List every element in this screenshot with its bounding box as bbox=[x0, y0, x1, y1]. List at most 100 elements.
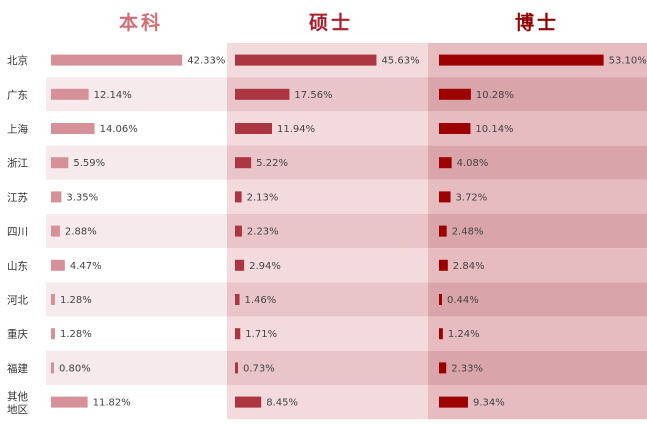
bar-3-5 bbox=[439, 191, 451, 203]
bar-1-7 bbox=[51, 259, 65, 271]
band-2-row-7 bbox=[227, 248, 428, 283]
bar-3-1 bbox=[439, 54, 604, 66]
category-label-5: 江苏 bbox=[7, 191, 28, 204]
band-1-row-9 bbox=[46, 316, 227, 351]
value-label-1-4: 5.59% bbox=[73, 158, 105, 169]
value-label-3-3: 10.14% bbox=[475, 124, 513, 135]
value-label-1-1: 42.33% bbox=[187, 56, 225, 67]
value-label-2-6: 2.23% bbox=[247, 227, 279, 238]
category-label-11: 其他地区 bbox=[7, 390, 28, 416]
value-label-2-7: 2.94% bbox=[249, 261, 281, 272]
band-1-row-7 bbox=[46, 248, 227, 283]
value-label-1-9: 1.28% bbox=[60, 329, 92, 340]
column-header-3: 博士 bbox=[515, 11, 559, 34]
band-1-row-5 bbox=[46, 179, 227, 214]
value-label-3-6: 2.48% bbox=[452, 227, 484, 238]
band-3-row-8 bbox=[428, 282, 647, 317]
value-label-3-4: 4.08% bbox=[457, 158, 489, 169]
bar-2-9 bbox=[235, 328, 241, 340]
value-label-2-2: 17.56% bbox=[294, 90, 332, 101]
band-1-row-10 bbox=[46, 350, 227, 385]
category-label-7: 山东 bbox=[7, 259, 28, 272]
row-bands bbox=[46, 43, 647, 420]
band-2-row-9 bbox=[227, 316, 428, 351]
bar-2-8 bbox=[235, 294, 240, 305]
value-label-3-5: 3.72% bbox=[456, 192, 488, 203]
bar-2-2 bbox=[235, 88, 290, 100]
bar-1-8 bbox=[51, 294, 55, 305]
value-label-3-2: 10.28% bbox=[476, 90, 514, 101]
bars bbox=[51, 54, 604, 408]
category-label-6: 四川 bbox=[7, 226, 28, 238]
bar-1-6 bbox=[51, 225, 60, 237]
band-3-row-9 bbox=[428, 316, 647, 351]
value-label-2-11: 8.45% bbox=[266, 398, 298, 409]
bar-1-11 bbox=[51, 396, 88, 408]
value-label-3-9: 1.24% bbox=[448, 329, 480, 340]
bar-1-10 bbox=[51, 362, 54, 374]
value-label-1-11: 11.82% bbox=[93, 398, 131, 409]
column-header-2: 硕士 bbox=[309, 12, 353, 34]
value-label-1-6: 2.88% bbox=[65, 227, 97, 238]
bar-1-5 bbox=[51, 191, 62, 203]
value-label-2-10: 0.73% bbox=[243, 363, 275, 374]
bar-1-4 bbox=[51, 157, 69, 169]
bar-1-9 bbox=[51, 328, 55, 340]
bar-3-9 bbox=[439, 328, 443, 340]
bar-3-7 bbox=[439, 259, 448, 271]
category-label-10: 福建 bbox=[7, 362, 28, 375]
bar-2-11 bbox=[235, 396, 262, 408]
value-label-2-8: 1.46% bbox=[245, 295, 277, 306]
bar-2-7 bbox=[235, 259, 245, 271]
value-label-3-8: 0.44% bbox=[447, 295, 479, 306]
band-3-row-6 bbox=[428, 214, 647, 249]
value-label-1-3: 14.06% bbox=[100, 124, 138, 135]
bar-3-4 bbox=[439, 157, 452, 169]
category-label-4: 浙江 bbox=[7, 158, 28, 170]
bar-1-1 bbox=[51, 54, 183, 66]
value-label-3-11: 9.34% bbox=[473, 398, 505, 409]
value-label-3-1: 53.10% bbox=[609, 56, 647, 67]
band-2-row-5 bbox=[227, 179, 428, 214]
bar-2-1 bbox=[235, 54, 377, 66]
category-label-2: 广东 bbox=[7, 88, 28, 101]
column-header-1: 本科 bbox=[119, 11, 163, 34]
value-label-3-7: 2.84% bbox=[453, 261, 485, 272]
value-label-2-9: 1.71% bbox=[245, 329, 277, 340]
bar-3-11 bbox=[439, 396, 468, 408]
bar-2-3 bbox=[235, 123, 273, 134]
band-2-row-4 bbox=[227, 145, 428, 180]
value-label-2-3: 11.94% bbox=[277, 124, 315, 135]
bar-2-6 bbox=[235, 225, 242, 237]
bar-1-2 bbox=[51, 88, 89, 100]
bar-3-10 bbox=[439, 362, 447, 374]
band-3-row-7 bbox=[428, 248, 647, 283]
value-label-1-8: 1.28% bbox=[60, 295, 92, 306]
bar-2-10 bbox=[235, 362, 238, 374]
category-label-9: 重庆 bbox=[7, 328, 28, 341]
value-label-1-10: 0.80% bbox=[59, 363, 91, 374]
value-label-2-4: 5.22% bbox=[256, 158, 288, 169]
band-3-row-10 bbox=[428, 350, 647, 385]
category-label-8: 河北 bbox=[7, 295, 28, 307]
band-2-row-10 bbox=[227, 350, 428, 385]
band-1-row-4 bbox=[46, 145, 227, 180]
column-headers: 本科 硕士 博士 bbox=[119, 11, 559, 34]
value-label-2-5: 2.13% bbox=[247, 192, 279, 203]
band-3-row-4 bbox=[428, 145, 647, 180]
band-1-row-8 bbox=[46, 282, 227, 317]
band-2-row-8 bbox=[227, 282, 428, 317]
bar-3-3 bbox=[439, 123, 471, 134]
bar-3-2 bbox=[439, 88, 471, 100]
band-1-row-6 bbox=[46, 214, 227, 249]
value-labels: 42.33% 12.14% 14.06% 5.59% 3.35% 2.88% 4.47% 1.… bbox=[59, 56, 647, 409]
value-label-2-1: 45.63% bbox=[381, 56, 419, 67]
bar-2-5 bbox=[235, 191, 242, 203]
bar-2-4 bbox=[235, 157, 252, 169]
value-label-1-7: 4.47% bbox=[70, 261, 102, 272]
bar-3-6 bbox=[439, 225, 447, 237]
band-2-row-6 bbox=[227, 214, 428, 249]
value-label-1-5: 3.35% bbox=[66, 192, 98, 203]
